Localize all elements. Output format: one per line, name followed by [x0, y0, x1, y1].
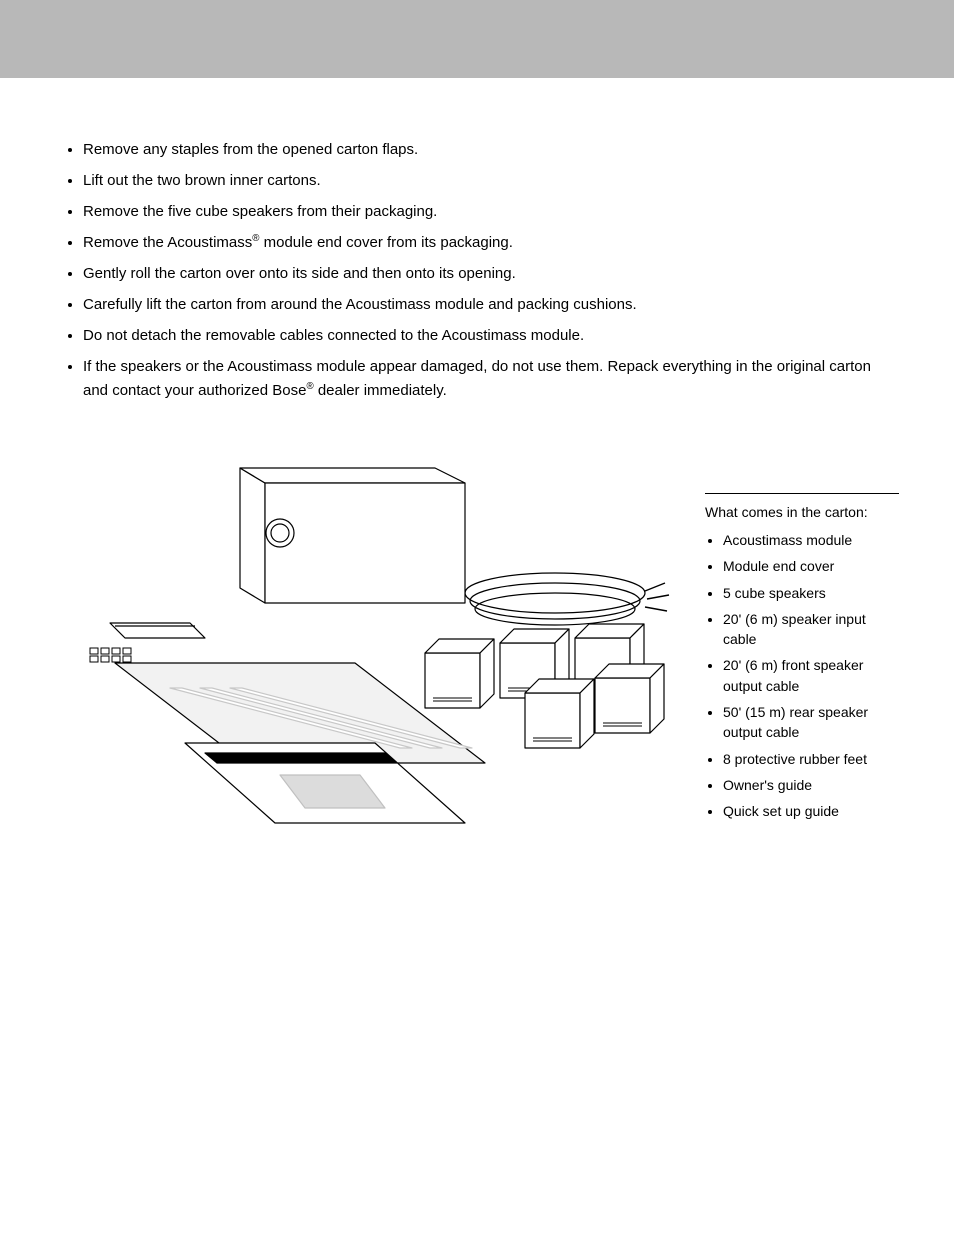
instruction-item: Do not detach the removable cables conne…	[83, 324, 899, 348]
figure-row: What comes in the carton: Acoustimass mo…	[55, 463, 899, 843]
header-band	[0, 0, 954, 78]
contents-item: Owner's guide	[723, 775, 899, 795]
instruction-item: Remove any staples from the opened carto…	[83, 138, 899, 162]
panel-title: What comes in the carton:	[705, 504, 899, 520]
carton-contents-figure	[55, 463, 675, 843]
instruction-item: Gently roll the carton over onto its sid…	[83, 262, 899, 286]
contents-item: 50' (15 m) rear speaker output cable	[723, 702, 899, 743]
carton-contents-list: Acoustimass module Module end cover 5 cube…	[705, 530, 899, 822]
instruction-item: Remove the five cube speakers from their…	[83, 200, 899, 224]
instruction-item: Carefully lift the carton from around th…	[83, 293, 899, 317]
unpacking-instructions: Remove any staples from the opened carto…	[55, 138, 899, 403]
carton-contents-panel: What comes in the carton: Acoustimass mo…	[705, 493, 899, 828]
instruction-item: Remove the Acoustimass® module end cover…	[83, 231, 899, 255]
instruction-item: Lift out the two brown inner cartons.	[83, 169, 899, 193]
page-content: Remove any staples from the opened carto…	[0, 78, 954, 843]
contents-item: 8 protective rubber feet	[723, 749, 899, 769]
panel-rule	[705, 493, 899, 494]
contents-item: 20' (6 m) speaker input cable	[723, 609, 899, 650]
contents-item: 5 cube speakers	[723, 583, 899, 603]
contents-item: 20' (6 m) front speaker output cable	[723, 655, 899, 696]
contents-item: Module end cover	[723, 556, 899, 576]
contents-item: Acoustimass module	[723, 530, 899, 550]
contents-item: Quick set up guide	[723, 801, 899, 821]
instruction-item: If the speakers or the Acoustimass modul…	[83, 355, 899, 403]
